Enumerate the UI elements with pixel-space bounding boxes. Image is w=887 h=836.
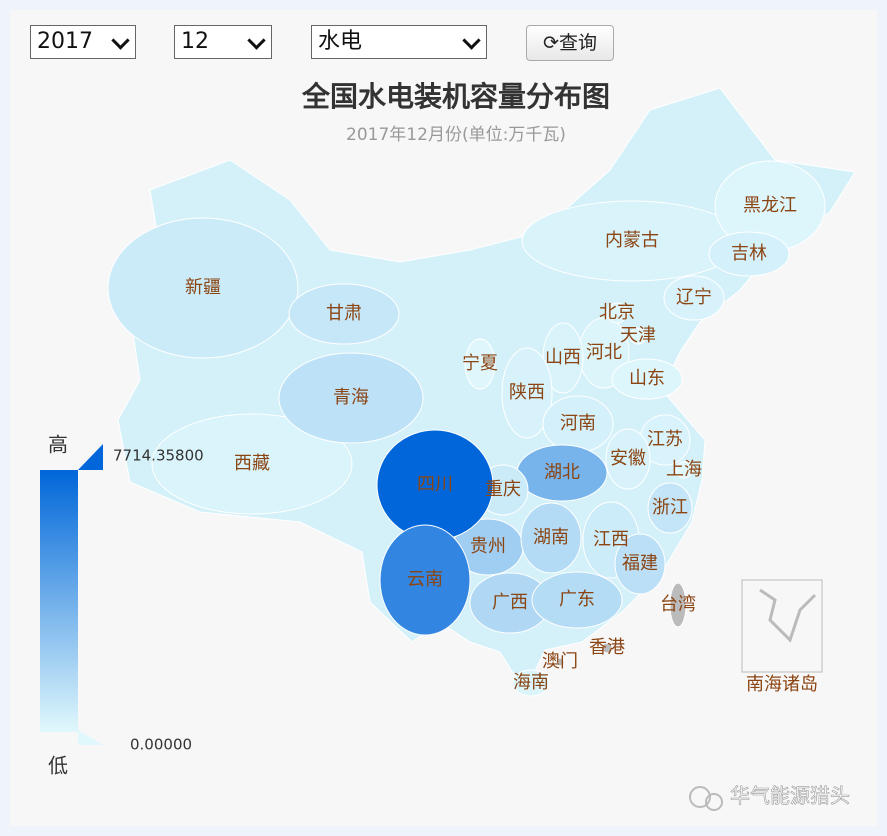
province-shape bbox=[501, 347, 553, 439]
province-label: 黑龙江 bbox=[743, 195, 797, 216]
province-label: 福建 bbox=[622, 553, 658, 574]
province-shape bbox=[151, 413, 353, 515]
province-label: 贵州 bbox=[470, 536, 506, 557]
province-label: 山西 bbox=[545, 347, 581, 368]
province-shape bbox=[464, 338, 496, 390]
province-label: 湖北 bbox=[544, 462, 580, 483]
province-label: 香港 bbox=[589, 637, 625, 658]
province-label: 新疆 bbox=[185, 277, 221, 298]
province-label: 陕西 bbox=[509, 382, 545, 403]
province-shape bbox=[379, 524, 471, 636]
south-sea-label: 南海诸岛 bbox=[746, 674, 818, 695]
map-subtitle: 2017年12月份(单位:万千瓦) bbox=[346, 125, 566, 145]
legend-gradient bbox=[40, 470, 78, 732]
province-shape bbox=[520, 502, 582, 574]
province-shape bbox=[708, 231, 790, 277]
province-label: 江苏 bbox=[647, 429, 683, 450]
province-label: 西藏 bbox=[234, 453, 270, 474]
legend-max-label: 7714.35800 bbox=[113, 447, 204, 465]
province-label: 甘肃 bbox=[326, 303, 362, 324]
province-label: 台湾 bbox=[660, 594, 696, 615]
province-label: 湖南 bbox=[533, 527, 569, 548]
province-label: 浙江 bbox=[652, 497, 688, 518]
legend-min-label: 0.00000 bbox=[130, 736, 192, 754]
province-shape bbox=[601, 642, 613, 654]
province-label: 北京 bbox=[599, 302, 635, 323]
province-label: 云南 bbox=[407, 569, 443, 590]
province-shape bbox=[647, 482, 693, 534]
type-select[interactable]: 水电 bbox=[311, 25, 487, 59]
legend-max-pointer bbox=[78, 444, 103, 470]
province-label: 江西 bbox=[593, 529, 629, 550]
month-select[interactable]: 12 bbox=[174, 25, 272, 59]
watermark-text: 华气能源猎头 bbox=[730, 784, 850, 808]
legend-low-text: 低 bbox=[48, 754, 68, 778]
province-label: 青海 bbox=[333, 387, 369, 408]
province-shape bbox=[669, 582, 687, 628]
province-label: 海南 bbox=[513, 672, 549, 693]
province-label: 四川 bbox=[417, 474, 453, 495]
province-label: 安徽 bbox=[610, 448, 646, 469]
province-shape bbox=[611, 358, 683, 400]
legend-high-text: 高 bbox=[48, 433, 68, 457]
province-label: 重庆 bbox=[485, 479, 521, 500]
province-shape bbox=[675, 461, 693, 479]
province-shape bbox=[107, 217, 299, 359]
south-sea-islands bbox=[759, 588, 817, 643]
province-shape bbox=[288, 283, 400, 345]
province-label: 辽宁 bbox=[676, 287, 712, 308]
province-label: 河南 bbox=[560, 413, 596, 434]
province-label: 内蒙古 bbox=[605, 230, 659, 251]
province-label: 山东 bbox=[629, 368, 665, 389]
province-shape bbox=[512, 669, 550, 697]
province-shape bbox=[278, 352, 424, 444]
province-shape bbox=[531, 571, 623, 629]
year-select[interactable]: 2017 bbox=[30, 25, 136, 59]
south-sea-frame bbox=[741, 579, 823, 673]
province-label: 澳门 bbox=[542, 651, 578, 672]
watermark-icon bbox=[705, 793, 723, 811]
query-text: 查询 bbox=[558, 32, 597, 54]
province-label: 河北 bbox=[586, 342, 622, 363]
province-label: 吉林 bbox=[731, 243, 767, 264]
south-sea-box bbox=[741, 579, 823, 673]
province-label: 天津 bbox=[620, 325, 656, 346]
legend-min-pointer bbox=[78, 730, 103, 745]
watermark: 华气能源猎头 bbox=[689, 783, 850, 811]
province-label: 广西 bbox=[492, 592, 528, 613]
province-shape bbox=[555, 657, 565, 667]
watermark-icon bbox=[689, 786, 711, 808]
province-label: 上海 bbox=[666, 459, 702, 480]
query-button[interactable]: ⟳查询 bbox=[526, 25, 614, 61]
province-shape bbox=[663, 275, 725, 321]
map-title: 全国水电装机容量分布图 bbox=[301, 80, 610, 113]
province-shape bbox=[629, 327, 647, 345]
province-shape bbox=[606, 302, 628, 324]
province-label: 宁夏 bbox=[462, 353, 498, 374]
province-label: 广东 bbox=[559, 589, 595, 610]
province-shape bbox=[605, 428, 651, 490]
province-shape bbox=[614, 533, 666, 595]
